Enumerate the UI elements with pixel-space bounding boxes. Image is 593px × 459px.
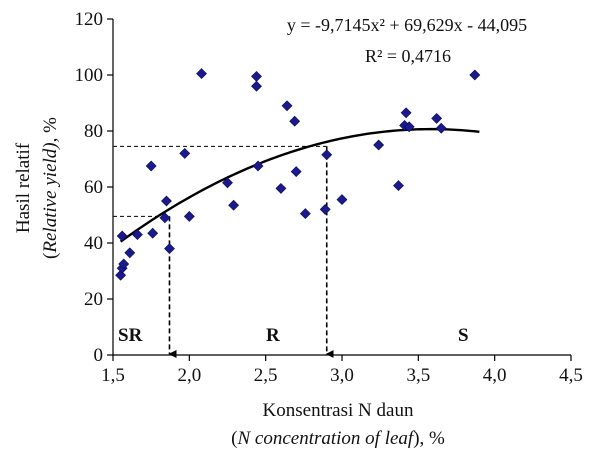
data-point-diamond (147, 227, 159, 239)
guide-lines-layer (113, 145, 334, 358)
quadratic-trendline (119, 127, 480, 243)
data-point-diamond (290, 166, 302, 178)
data-point-diamond (281, 100, 293, 112)
x-axis-subtitle: (N concentration of leaf), % (231, 428, 445, 449)
data-point-diamond (228, 199, 240, 211)
y-tick-label: 60 (84, 177, 103, 198)
data-point-diamond (179, 147, 191, 159)
axes-layer: 0 20 40 60 80 100 120 1,5 2,0 2,5 3,0 3,5 4,0 4,5 (75, 9, 583, 386)
x-tick-label: 2,0 (177, 365, 201, 386)
region-label-r: R (266, 325, 280, 346)
region-label-s: S (458, 325, 469, 346)
data-point-diamond (124, 247, 136, 259)
region-label-sr: SR (118, 325, 143, 346)
data-point-diamond (319, 203, 331, 215)
y-axis-subtitle-italic: Relative yield) (40, 142, 61, 253)
y-tick-label: 120 (75, 9, 104, 30)
y-axis-title: Hasil relatif (13, 142, 34, 233)
data-point-diamond (159, 212, 171, 224)
data-point-diamond (116, 230, 128, 242)
data-point-diamond (299, 208, 311, 220)
data-point-diamond (252, 160, 264, 172)
r-squared-label: R² = 0,4716 (365, 46, 451, 66)
data-point-diamond (164, 243, 175, 255)
data-point-diamond (469, 69, 481, 81)
y-tick-label: 0 (94, 345, 104, 366)
x-axis-subtitle-italic: N concentration of leaf (236, 428, 415, 449)
data-point-diamond (321, 149, 333, 161)
x-tick-label: 1,5 (101, 365, 125, 386)
data-point-diamond (161, 195, 172, 207)
x-axis-subtitle-open: ( (231, 428, 237, 449)
y-tick-label: 100 (75, 65, 104, 86)
data-point-diamond (373, 139, 385, 151)
data-point-diamond (289, 115, 301, 127)
y-tick-label: 80 (84, 121, 103, 142)
data-point-diamond (222, 177, 233, 189)
y-tick-label: 20 (84, 289, 103, 310)
data-points-layer (115, 68, 481, 281)
data-point-diamond (393, 180, 404, 192)
x-tick-label: 2,5 (254, 365, 278, 386)
data-point-diamond (435, 122, 447, 134)
data-point-diamond (118, 258, 130, 270)
data-point-diamond (251, 70, 262, 82)
x-tick-label: 3,0 (330, 365, 354, 386)
data-point-diamond (132, 229, 143, 241)
y-axis-subtitle: (Relative yield), % (40, 117, 61, 259)
data-point-diamond (400, 107, 412, 119)
data-point-diamond (431, 112, 443, 124)
data-point-diamond (183, 210, 195, 222)
y-axis-subtitle-suffix: , % (40, 117, 61, 143)
data-point-diamond (145, 160, 157, 172)
y-axis-subtitle-open: ( (40, 253, 61, 259)
data-point-diamond (196, 68, 207, 80)
x-axis-subtitle-suffix: ), % (413, 428, 445, 449)
regression-equation: y = -9,7145x² + 69,629x - 44,095 (287, 15, 527, 35)
x-tick-label: 4,5 (559, 365, 583, 386)
trendline-layer (119, 127, 480, 243)
data-point-diamond (336, 194, 348, 206)
data-point-diamond (115, 269, 127, 281)
data-point-diamond (251, 80, 262, 92)
data-point-diamond (275, 182, 287, 194)
y-tick-label: 40 (84, 233, 103, 254)
data-point-diamond (403, 121, 415, 133)
x-axis-title: Konsentrasi N daun (263, 400, 414, 421)
x-tick-label: 3,5 (406, 365, 430, 386)
x-tick-label: 4,0 (483, 365, 507, 386)
